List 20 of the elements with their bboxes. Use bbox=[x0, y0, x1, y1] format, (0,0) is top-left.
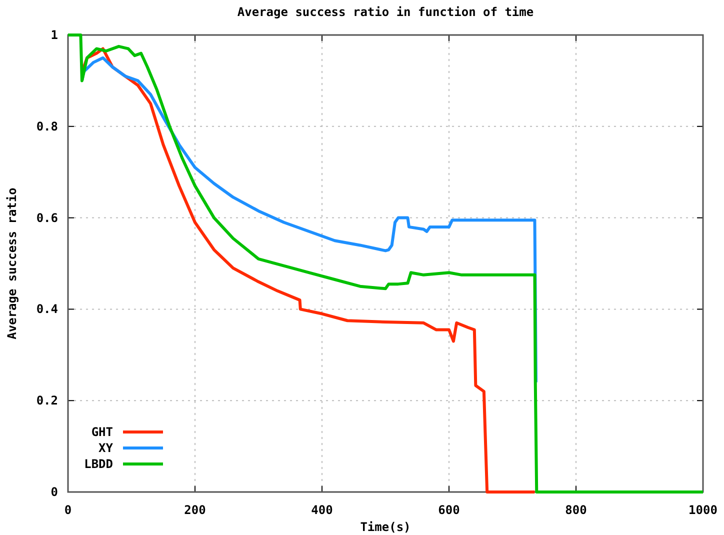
x-tick-label: 0 bbox=[64, 503, 72, 517]
line-series bbox=[66, 34, 704, 494]
x-tick-label: 200 bbox=[184, 503, 206, 517]
y-axis-title: Average success ratio bbox=[5, 188, 19, 340]
legend-label: XY bbox=[98, 441, 114, 455]
y-tick-label: 1 bbox=[50, 28, 58, 42]
y-tick-label: 0.4 bbox=[36, 302, 58, 316]
chart-title: Average success ratio in function of time bbox=[237, 5, 534, 19]
line-series bbox=[80, 47, 536, 494]
x-axis-title: Time(s) bbox=[360, 520, 411, 534]
y-tick-label: 0.2 bbox=[36, 394, 58, 408]
y-tick-label: 0 bbox=[50, 485, 58, 499]
y-tick-label: 0.8 bbox=[36, 119, 58, 134]
legend-label: LBDD bbox=[84, 457, 113, 471]
legend-label: GHT bbox=[91, 425, 113, 439]
x-tick-label: 800 bbox=[565, 503, 587, 517]
x-tick-label: 600 bbox=[438, 503, 460, 517]
x-tick-label: 1000 bbox=[688, 503, 718, 517]
y-tick-label: 0.6 bbox=[36, 210, 58, 225]
x-tick-label: 400 bbox=[311, 503, 333, 517]
